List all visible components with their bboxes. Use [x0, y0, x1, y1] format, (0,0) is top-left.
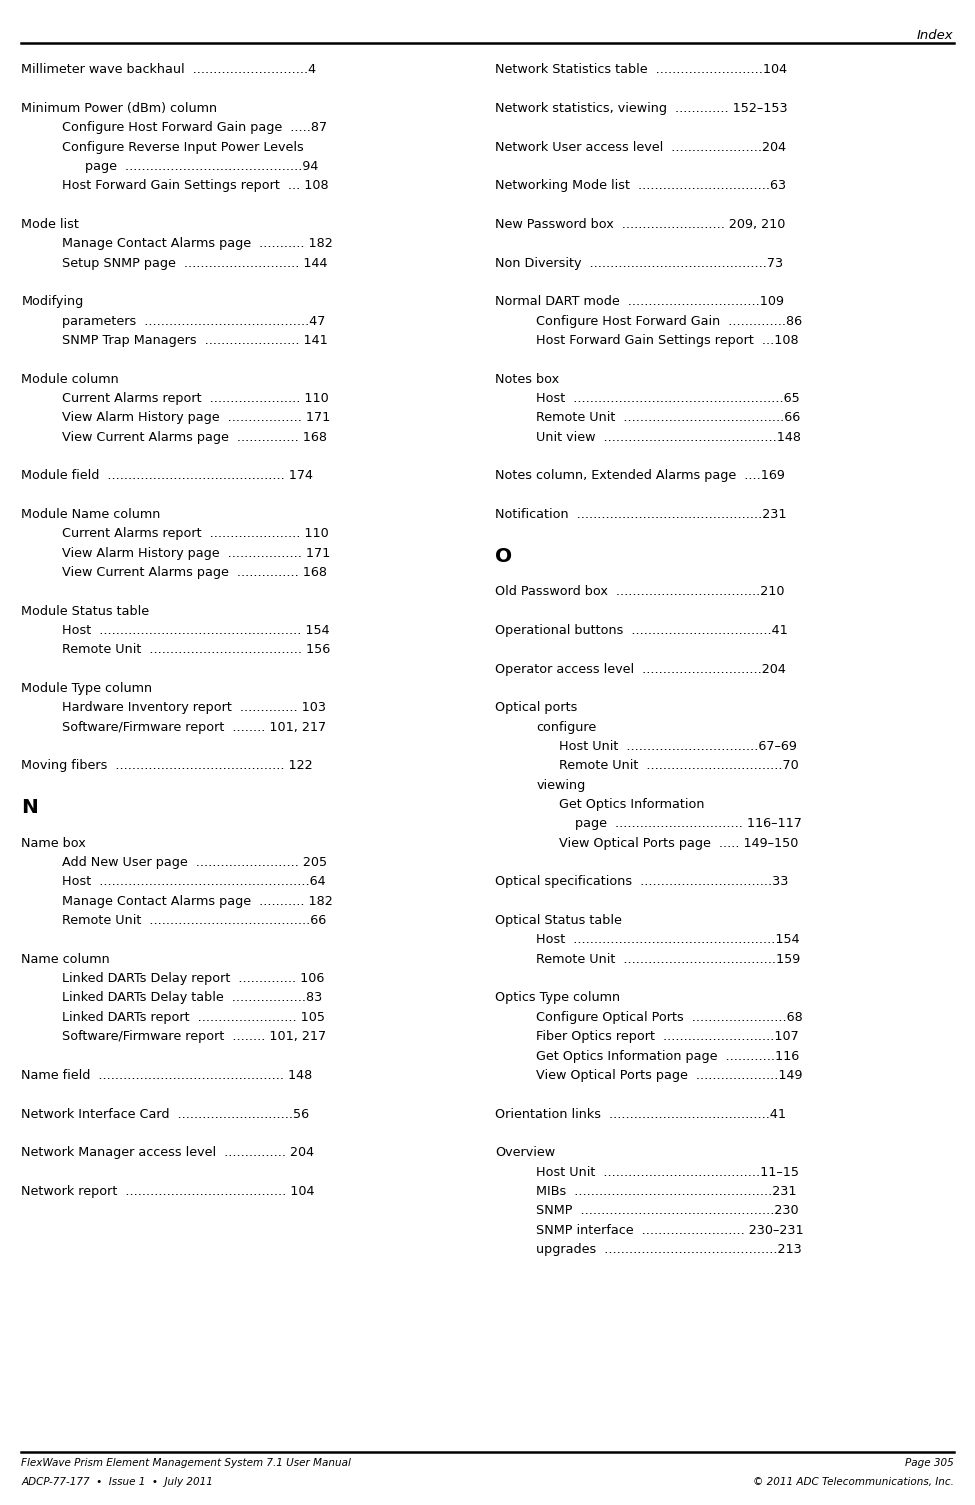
Text: Current Alarms report  ...................... 110: Current Alarms report ..................…: [62, 391, 330, 405]
Text: Operational buttons  ..................................41: Operational buttons ....................…: [495, 625, 788, 637]
Text: Page 305: Page 305: [905, 1457, 954, 1467]
Text: Overview: Overview: [495, 1147, 556, 1159]
Text: Module Status table: Module Status table: [21, 605, 149, 617]
Text: Old Password box  ...................................210: Old Password box .......................…: [495, 585, 785, 599]
Text: Configure Host Forward Gain  ..............86: Configure Host Forward Gain ............…: [536, 315, 802, 328]
Text: Millimeter wave backhaul  ............................4: Millimeter wave backhaul ...............…: [21, 63, 317, 77]
Text: configure: configure: [536, 721, 597, 734]
Text: Optics Type column: Optics Type column: [495, 992, 620, 1004]
Text: Operator access level  .............................204: Operator access level ..................…: [495, 662, 786, 676]
Text: Configure Optical Ports  .......................68: Configure Optical Ports ................…: [536, 1011, 803, 1023]
Text: Host Forward Gain Settings report  ...108: Host Forward Gain Settings report ...108: [536, 334, 799, 348]
Text: New Password box  ......................... 209, 210: New Password box .......................…: [495, 218, 786, 230]
Text: Module column: Module column: [21, 373, 119, 385]
Text: O: O: [495, 546, 513, 566]
Text: SNMP Trap Managers  ....................... 141: SNMP Trap Managers .....................…: [62, 334, 329, 348]
Text: Moving fibers  ......................................... 122: Moving fibers ..........................…: [21, 760, 313, 772]
Text: Network User access level  ......................204: Network User access level ..............…: [495, 140, 787, 154]
Text: Network Interface Card  ............................56: Network Interface Card .................…: [21, 1108, 310, 1121]
Text: Remote Unit  .......................................66: Remote Unit ............................…: [62, 914, 327, 927]
Text: Configure Host Forward Gain page  .....87: Configure Host Forward Gain page .....87: [62, 122, 328, 134]
Text: FlexWave Prism Element Management System 7.1 User Manual: FlexWave Prism Element Management System…: [21, 1457, 351, 1467]
Text: Linked DARTs Delay table  ..................83: Linked DARTs Delay table ...............…: [62, 992, 323, 1004]
Text: Manage Contact Alarms page  ........... 182: Manage Contact Alarms page ........... 1…: [62, 238, 333, 250]
Text: Configure Reverse Input Power Levels: Configure Reverse Input Power Levels: [62, 140, 304, 154]
Text: View Optical Ports page  ..... 149–150: View Optical Ports page ..... 149–150: [559, 837, 799, 850]
Text: upgrades  ..........................................213: upgrades ...............................…: [536, 1243, 802, 1255]
Text: Get Optics Information: Get Optics Information: [559, 798, 704, 811]
Text: View Current Alarms page  ............... 168: View Current Alarms page ...............…: [62, 430, 328, 444]
Text: Host  ................................................. 154: Host ...................................…: [62, 625, 330, 637]
Text: Optical specifications  ................................33: Optical specifications .................…: [495, 876, 789, 888]
Text: Module Name column: Module Name column: [21, 509, 161, 521]
Text: Networking Mode list  ................................63: Networking Mode list ...................…: [495, 179, 787, 193]
Text: Modifying: Modifying: [21, 295, 84, 309]
Text: MIBs  ................................................231: MIBs ...................................…: [536, 1184, 797, 1198]
Text: Remote Unit  .....................................159: Remote Unit ............................…: [536, 953, 800, 966]
Text: Network statistics, viewing  ............. 152–153: Network statistics, viewing ............…: [495, 102, 788, 114]
Text: ADCP-77-177  •  Issue 1  •  July 2011: ADCP-77-177 • Issue 1 • July 2011: [21, 1478, 214, 1487]
Text: Software/Firmware report  ........ 101, 217: Software/Firmware report ........ 101, 2…: [62, 1031, 327, 1043]
Text: Host Unit  ................................67–69: Host Unit ..............................…: [559, 740, 797, 752]
Text: Host  ...................................................65: Host ...................................…: [536, 391, 800, 405]
Text: Network Statistics table  ..........................104: Network Statistics table ...............…: [495, 63, 788, 77]
Text: Network Manager access level  ............... 204: Network Manager access level ...........…: [21, 1147, 315, 1159]
Text: page  ............................... 116–117: page ............................... 116…: [575, 817, 802, 831]
Text: Get Optics Information page  ............116: Get Optics Information page ............…: [536, 1049, 799, 1063]
Text: View Current Alarms page  ............... 168: View Current Alarms page ...............…: [62, 566, 328, 579]
Text: Minimum Power (dBm) column: Minimum Power (dBm) column: [21, 102, 217, 114]
Text: Non Diversity  ...........................................73: Non Diversity ..........................…: [495, 257, 784, 269]
Text: Notes column, Extended Alarms page  ....169: Notes column, Extended Alarms page ....1…: [495, 470, 785, 482]
Text: SNMP  ...............................................230: SNMP ...................................…: [536, 1204, 799, 1218]
Text: Name box: Name box: [21, 837, 86, 850]
Text: Index: Index: [916, 29, 954, 42]
Text: Hardware Inventory report  .............. 103: Hardware Inventory report ..............…: [62, 701, 327, 715]
Text: Host  ...................................................64: Host ...................................…: [62, 876, 326, 888]
Text: Host  .................................................154: Host ...................................…: [536, 933, 799, 947]
Text: Mode list: Mode list: [21, 218, 79, 230]
Text: Name field  ............................................. 148: Name field .............................…: [21, 1069, 313, 1082]
Text: Linked DARTs Delay report  .............. 106: Linked DARTs Delay report ..............…: [62, 972, 325, 986]
Text: parameters  ........................................47: parameters .............................…: [62, 315, 326, 328]
Text: Manage Contact Alarms page  ........... 182: Manage Contact Alarms page ........... 1…: [62, 895, 333, 908]
Text: © 2011 ADC Telecommunications, Inc.: © 2011 ADC Telecommunications, Inc.: [753, 1478, 954, 1487]
Text: page  ...........................................94: page ...................................…: [85, 160, 318, 173]
Text: Notification  .............................................231: Notification ...........................…: [495, 509, 787, 521]
Text: Module field  ........................................... 174: Module field ...........................…: [21, 470, 313, 482]
Text: Orientation links  .......................................41: Orientation links ......................…: [495, 1108, 786, 1121]
Text: Software/Firmware report  ........ 101, 217: Software/Firmware report ........ 101, 2…: [62, 721, 327, 734]
Text: Normal DART mode  ................................109: Normal DART mode .......................…: [495, 295, 784, 309]
Text: Network report  ....................................... 104: Network report .........................…: [21, 1184, 315, 1198]
Text: Host Unit  ......................................11–15: Host Unit ..............................…: [536, 1165, 799, 1178]
Text: View Optical Ports page  ....................149: View Optical Ports page ................…: [536, 1069, 802, 1082]
Text: Fiber Optics report  ...........................107: Fiber Optics report ....................…: [536, 1031, 799, 1043]
Text: Remote Unit  ..................................... 156: Remote Unit ............................…: [62, 644, 331, 656]
Text: Current Alarms report  ...................... 110: Current Alarms report ..................…: [62, 527, 330, 540]
Text: Unit view  ..........................................148: Unit view ..............................…: [536, 430, 801, 444]
Text: Linked DARTs report  ........................ 105: Linked DARTs report ....................…: [62, 1011, 326, 1023]
Text: Module Type column: Module Type column: [21, 682, 152, 695]
Text: Add New User page  ......................... 205: Add New User page ......................…: [62, 856, 328, 868]
Text: Setup SNMP page  ............................ 144: Setup SNMP page ........................…: [62, 257, 328, 269]
Text: Remote Unit  .................................70: Remote Unit ............................…: [559, 760, 799, 772]
Text: Notes box: Notes box: [495, 373, 560, 385]
Text: View Alarm History page  .................. 171: View Alarm History page ................…: [62, 546, 331, 560]
Text: Host Forward Gain Settings report  ... 108: Host Forward Gain Settings report ... 10…: [62, 179, 329, 193]
Text: Name column: Name column: [21, 953, 110, 966]
Text: viewing: viewing: [536, 778, 586, 792]
Text: View Alarm History page  .................. 171: View Alarm History page ................…: [62, 411, 331, 424]
Text: SNMP interface  ......................... 230–231: SNMP interface .........................…: [536, 1224, 803, 1237]
Text: Optical ports: Optical ports: [495, 701, 577, 715]
Text: Remote Unit  .......................................66: Remote Unit ............................…: [536, 411, 800, 424]
Text: N: N: [21, 798, 38, 817]
Text: Optical Status table: Optical Status table: [495, 914, 622, 927]
